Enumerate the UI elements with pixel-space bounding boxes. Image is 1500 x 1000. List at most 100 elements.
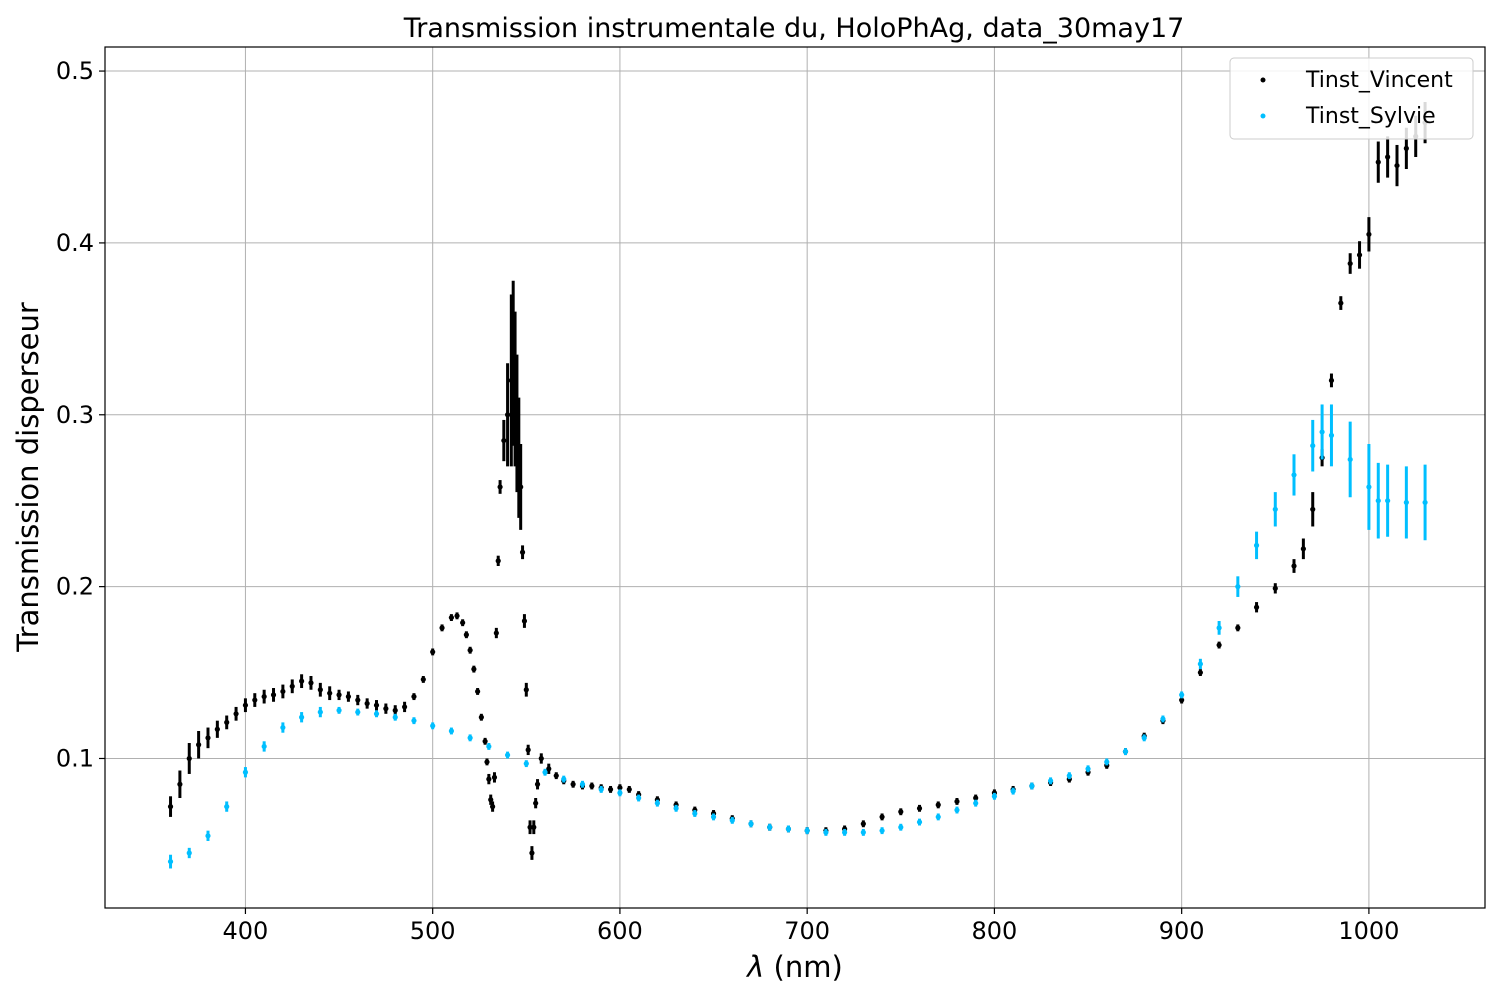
data-point bbox=[392, 707, 398, 713]
y-tick-label: 0.3 bbox=[56, 401, 94, 429]
data-point bbox=[252, 697, 258, 703]
data-point bbox=[533, 800, 539, 806]
plot-frame bbox=[104, 46, 1486, 909]
data-point bbox=[486, 743, 492, 750]
data-point bbox=[1291, 472, 1297, 478]
data-point bbox=[1328, 377, 1335, 384]
y-tick-label: 0.1 bbox=[56, 744, 94, 772]
data-point bbox=[607, 786, 614, 793]
data-point bbox=[467, 735, 473, 741]
data-point bbox=[501, 437, 507, 444]
data-point bbox=[636, 795, 642, 801]
data-point bbox=[1085, 766, 1091, 772]
data-point bbox=[460, 620, 466, 626]
ticks: 400 500 600 700 800 900 1000 0.1 0.2 0.3 0.4 0.5 bbox=[56, 57, 1400, 945]
data-point bbox=[224, 719, 230, 725]
data-point bbox=[553, 773, 559, 779]
data-point bbox=[280, 724, 286, 731]
data-point bbox=[538, 755, 544, 762]
data-point bbox=[1366, 484, 1372, 490]
data-point bbox=[1104, 759, 1110, 765]
data-point bbox=[355, 709, 361, 715]
data-point bbox=[1385, 498, 1391, 504]
data-point bbox=[289, 683, 295, 689]
data-point bbox=[518, 484, 524, 490]
data-point bbox=[521, 618, 528, 624]
data-point bbox=[497, 484, 503, 490]
data-point bbox=[617, 790, 623, 796]
data-point bbox=[1253, 604, 1260, 610]
data-point bbox=[860, 829, 866, 835]
data-point bbox=[1422, 499, 1428, 506]
data-point bbox=[991, 793, 998, 799]
x-axis-symbol: λ bbox=[745, 950, 764, 984]
x-tick-label: 400 bbox=[223, 917, 269, 945]
data-point bbox=[1197, 669, 1203, 676]
data-point bbox=[261, 743, 267, 750]
data-point bbox=[1366, 231, 1372, 237]
x-tick-label: 900 bbox=[1159, 917, 1205, 945]
data-point bbox=[529, 850, 535, 856]
data-point bbox=[823, 829, 829, 835]
data-point bbox=[205, 735, 211, 741]
data-point bbox=[729, 817, 735, 823]
data-point bbox=[233, 711, 239, 717]
data-point bbox=[454, 613, 460, 619]
data-point bbox=[1310, 443, 1316, 449]
data-point bbox=[954, 798, 960, 805]
data-point bbox=[1375, 498, 1381, 504]
data-point bbox=[1385, 154, 1391, 160]
y-axis-label: Transmission disperseur bbox=[11, 302, 45, 653]
data-point bbox=[491, 774, 498, 780]
data-point bbox=[224, 804, 230, 810]
data-point bbox=[935, 802, 941, 808]
data-point bbox=[626, 786, 632, 793]
data-point bbox=[954, 807, 960, 813]
x-axis-label: λ (nm) bbox=[745, 950, 843, 984]
x-tick-label: 1000 bbox=[1338, 917, 1399, 945]
data-point bbox=[430, 649, 436, 655]
data-point bbox=[345, 694, 352, 700]
data-point bbox=[898, 809, 904, 815]
data-point bbox=[177, 781, 183, 787]
data-point bbox=[420, 676, 426, 683]
data-point bbox=[860, 821, 866, 827]
grid bbox=[105, 47, 1485, 908]
data-point bbox=[411, 718, 417, 724]
data-point bbox=[167, 858, 174, 865]
data-point bbox=[1253, 542, 1260, 548]
data-point bbox=[673, 805, 679, 811]
data-point bbox=[392, 714, 398, 720]
data-point bbox=[373, 702, 380, 708]
data-point bbox=[692, 810, 698, 817]
data-point bbox=[1300, 546, 1306, 552]
x-tick-label: 500 bbox=[410, 917, 456, 945]
data-point bbox=[430, 723, 436, 729]
data-point bbox=[482, 738, 488, 744]
data-point bbox=[916, 805, 923, 811]
data-point bbox=[654, 800, 660, 806]
data-point bbox=[488, 797, 494, 803]
data-point bbox=[973, 800, 979, 806]
data-point bbox=[1047, 778, 1054, 784]
data-point bbox=[373, 711, 380, 717]
data-point bbox=[617, 785, 623, 791]
data-point bbox=[411, 694, 417, 700]
data-point bbox=[523, 761, 529, 767]
data-point bbox=[1122, 749, 1129, 755]
data-point bbox=[486, 776, 492, 782]
data-point bbox=[1272, 585, 1278, 591]
data-point bbox=[898, 824, 904, 830]
data-point bbox=[280, 688, 286, 695]
data-point bbox=[523, 687, 529, 693]
y-tick-label: 0.4 bbox=[56, 229, 94, 257]
legend: Tinst_Vincent Tinst_Sylvie bbox=[1229, 57, 1474, 140]
data-point bbox=[561, 776, 567, 782]
data-point bbox=[785, 826, 792, 832]
data-point bbox=[336, 707, 342, 713]
data-point bbox=[1029, 783, 1035, 789]
data-point bbox=[916, 819, 923, 825]
series-Tinst_Sylvie bbox=[167, 404, 1428, 869]
data-point bbox=[467, 647, 473, 653]
data-point bbox=[261, 694, 267, 700]
